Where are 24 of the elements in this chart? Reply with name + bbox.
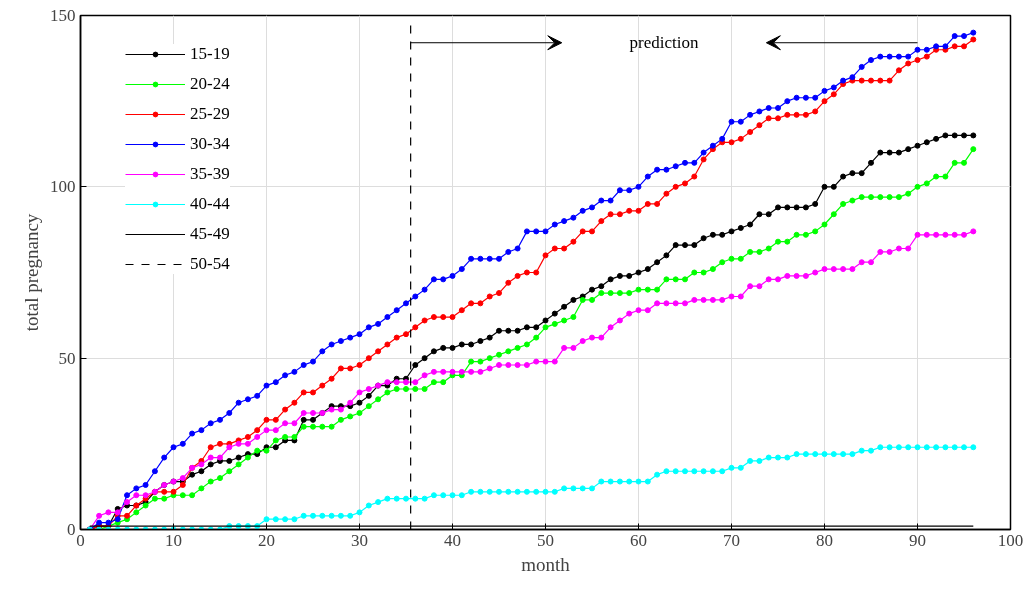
legend-label: 15-19 xyxy=(190,44,230,64)
legend-label: 40-44 xyxy=(190,194,230,214)
y-tick-label: 50 xyxy=(58,348,76,368)
legend-label: 30-34 xyxy=(190,134,230,154)
legend-label: 45-49 xyxy=(190,224,230,244)
x-tick-label: 30 xyxy=(351,530,368,550)
legend-label: 25-29 xyxy=(190,104,230,124)
x-axis-title: month xyxy=(521,553,571,575)
x-tick-label: 20 xyxy=(258,530,275,550)
x-tick-label: 60 xyxy=(630,530,647,550)
x-tick-label: 80 xyxy=(816,530,833,550)
y-tick-label: 150 xyxy=(50,6,76,25)
y-axis-title: total pregnancy xyxy=(21,213,42,332)
x-tick-label: 90 xyxy=(909,530,926,550)
x-tick-label: 10 xyxy=(165,530,182,550)
annotation: prediction xyxy=(629,33,700,53)
x-tick-label: 40 xyxy=(444,530,461,550)
x-tick-label: 50 xyxy=(537,530,554,550)
legend-label: 20-24 xyxy=(190,74,230,94)
x-tick-label: 70 xyxy=(723,530,740,550)
y-tick-label: 100 xyxy=(50,177,76,197)
x-tick-label: 100 xyxy=(997,530,1024,550)
legend-label: 50-54 xyxy=(190,254,230,274)
legend-label: 35-39 xyxy=(190,164,230,184)
